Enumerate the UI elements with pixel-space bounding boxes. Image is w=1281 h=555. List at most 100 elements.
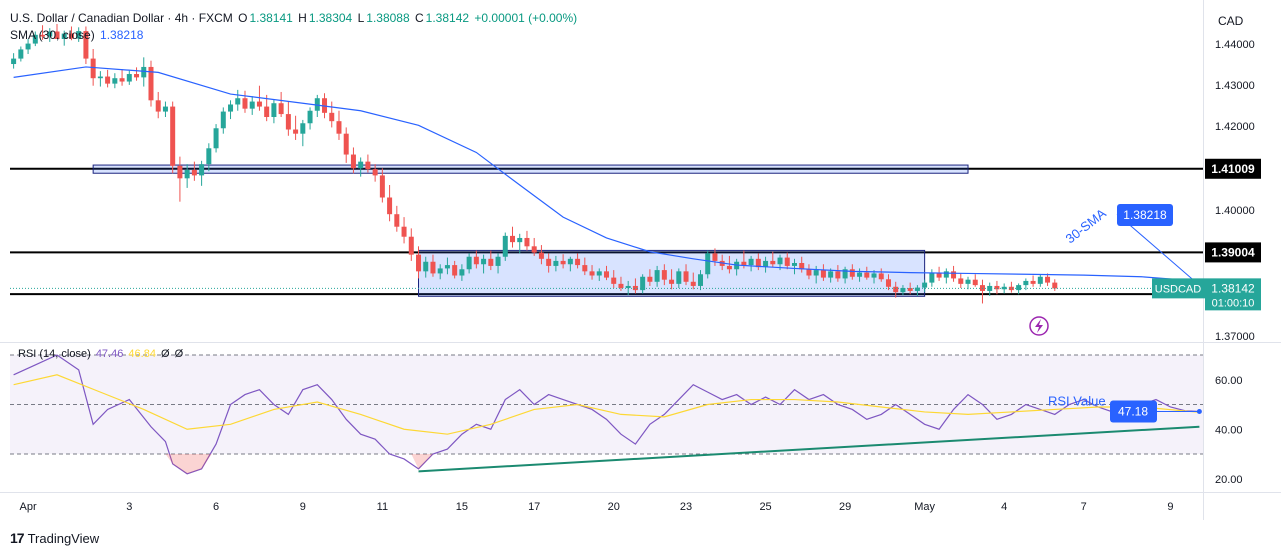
symbol-line[interactable]: U.S. Dollar / Canadian Dollar · 4h · FXC… [10,11,233,25]
candle [264,94,270,122]
candle [177,156,183,202]
candle-body [408,236,414,255]
candle [358,157,364,177]
candle [119,69,125,86]
candle [553,255,559,272]
candle-body [126,74,132,82]
rsi-tick-60.00: 60.00 [1215,375,1243,387]
candle-body [177,165,183,179]
candle-body [235,98,241,105]
candle [459,264,465,281]
time-tick-15-5: 15 [456,501,468,513]
candle-body [726,265,732,270]
candle [654,265,660,287]
change-value: +0.00001 (+0.00%) [474,11,578,25]
candle [430,254,436,277]
last-price-badge [1205,278,1261,311]
high-label: H [298,11,307,25]
candle-body [162,106,168,112]
sma-value: 1.38218 [100,28,144,42]
time-tick-25-9: 25 [759,501,771,513]
candle [582,257,588,276]
candle [350,147,356,174]
candle-body [358,161,364,169]
candle-body [473,256,479,265]
level-label-1.41009: 1.41009 [1211,162,1255,176]
candle [300,119,306,147]
candle-body [228,104,234,112]
brand-name: TradingView [27,530,100,546]
candle [1052,279,1058,291]
candle-body [372,169,378,176]
candle [206,143,212,172]
low-label: L [357,11,365,25]
candle-body [857,272,863,277]
candle-body [842,269,848,279]
time-tick-11-4: 11 [377,501,388,513]
candle-body [914,287,920,291]
close-value: 1.38142 [425,11,470,25]
candle [683,264,689,286]
price-tick-1.43000: 1.43000 [1215,80,1255,92]
resistance-zone [92,164,969,174]
candle [784,252,790,270]
candle [141,57,147,87]
candle-body [68,33,74,39]
candle-body [54,31,60,39]
rsi-oversold-fill-2 [411,454,433,469]
candle-body [18,49,24,59]
rsi-legend[interactable]: RSI (14, close) 47.46 46.84 Ø Ø [18,348,185,360]
candle-body [242,98,248,109]
candle [842,266,848,284]
candle-body [965,279,971,284]
candle [864,266,870,280]
brand[interactable]: 17 TradingView [10,530,99,546]
candle-body [134,74,140,78]
candle-body [83,31,89,59]
time-tick-May-11: May [914,501,935,513]
candle-body [191,169,197,176]
candle-body [893,286,899,293]
candle [1023,278,1029,291]
candle [770,251,776,268]
candle [336,110,342,140]
candle [423,256,429,278]
candle-body [76,31,82,39]
candle-body [510,235,516,243]
candle-body [1023,280,1029,286]
candle [849,264,855,280]
candle [979,279,985,304]
candle [596,268,602,281]
time-tick-Apr-0: Apr [20,501,37,513]
candle-body [170,106,176,166]
candle [806,264,812,280]
candle-body [141,66,147,78]
candle-body [387,197,393,215]
candle-body [748,258,754,266]
candle-body [466,256,472,270]
high-value: 1.38304 [308,11,353,25]
candle-body [155,100,161,112]
candle-body [1045,276,1051,283]
candle-body [560,260,566,265]
candle [885,274,891,291]
candle [199,160,205,186]
candle-body [741,261,747,266]
candle [929,269,935,287]
candle [40,25,46,40]
sma-legend[interactable]: SMA (30, close) 1.38218 [10,28,145,42]
candle-body [553,260,559,266]
candle [387,184,393,222]
candle-body [1008,286,1014,291]
candle-body [777,257,783,265]
candle [437,264,443,280]
candle [517,233,523,254]
candle [54,23,60,39]
candle [495,253,501,274]
candle-body [307,110,313,124]
last-price-value: 1.38142 [1211,281,1255,295]
candle [1030,275,1036,287]
candle [524,230,530,251]
candle [184,164,190,188]
candle [748,255,754,272]
